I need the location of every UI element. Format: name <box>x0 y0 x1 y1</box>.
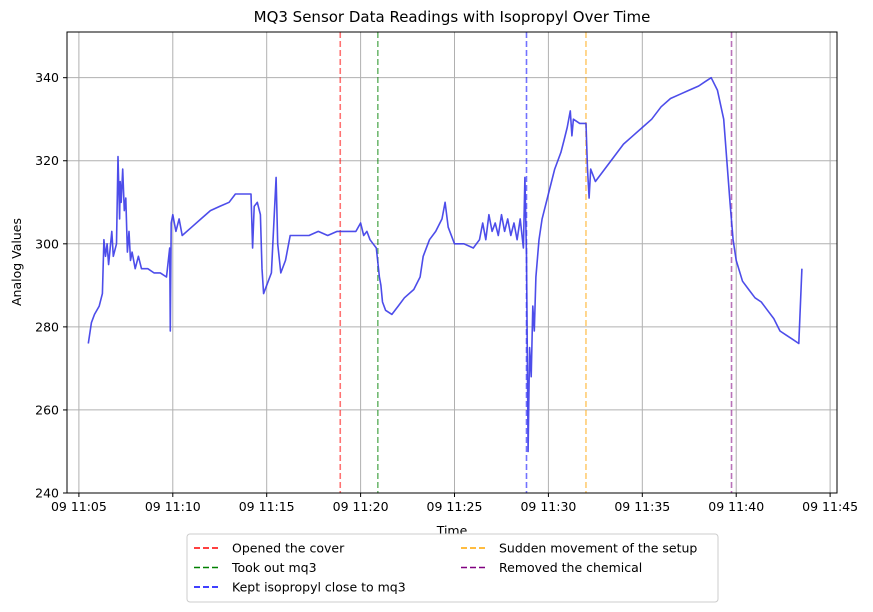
x-tick-label: 09 11:25 <box>427 499 483 514</box>
legend-entry: Sudden movement of the setup <box>499 541 697 556</box>
event-lines <box>339 32 733 493</box>
x-tick-label: 09 11:35 <box>614 499 670 514</box>
legend-entry: Took out mq3 <box>231 560 317 575</box>
legend-entry: Removed the chemical <box>499 560 642 575</box>
legend-box <box>186 533 719 603</box>
legend: Opened the cover Took out mq3 Kept isoprop… <box>186 533 719 603</box>
x-tick-label: 09 11:05 <box>51 499 107 514</box>
x-tick-label: 09 11:40 <box>708 499 764 514</box>
chart-title: MQ3 Sensor Data Readings with Isopropyl … <box>254 8 651 26</box>
series-layer <box>87 76 803 453</box>
y-tick-label: 320 <box>35 153 59 168</box>
y-tick-label: 260 <box>35 402 59 417</box>
legend-entry: Kept isopropyl close to mq3 <box>232 580 406 595</box>
series-line <box>87 76 803 453</box>
x-tick-label: 09 11:30 <box>520 499 576 514</box>
y-tick-label: 300 <box>35 236 59 251</box>
y-tick-label: 240 <box>35 486 59 501</box>
legend-entry: Opened the cover <box>232 541 345 556</box>
x-tick-label: 09 11:45 <box>802 499 858 514</box>
x-tick-label: 09 11:10 <box>145 499 201 514</box>
x-tick-label: 09 11:15 <box>239 499 295 514</box>
y-axis-label: Analog Values <box>9 218 24 306</box>
y-tick-label: 280 <box>35 319 59 334</box>
ticks: 09 11:05 09 11:10 09 11:15 09 11:20 09 11:25… <box>35 70 858 514</box>
x-tick-label: 09 11:20 <box>333 499 389 514</box>
plot-frame <box>66 31 838 494</box>
grid <box>67 32 837 493</box>
y-tick-label: 340 <box>35 70 59 85</box>
